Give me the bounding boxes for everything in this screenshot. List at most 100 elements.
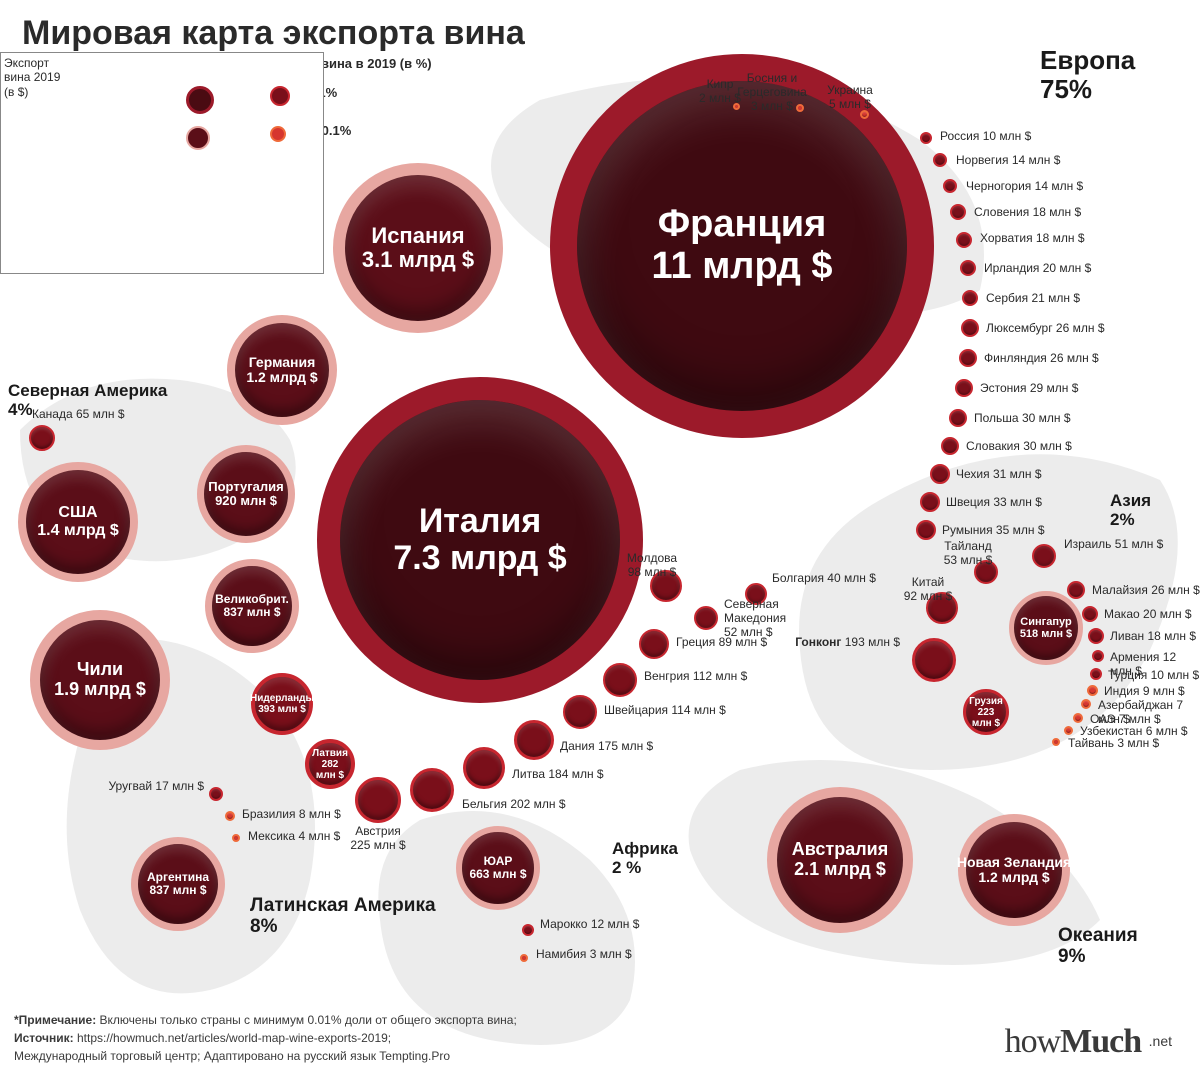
bubble-country-name: Нидерланды (250, 693, 314, 704)
brand-much: Much (1060, 1023, 1141, 1060)
country-bubble (956, 232, 972, 248)
bubble-country-name: Чили (77, 660, 123, 680)
country-bubble (520, 954, 528, 962)
region-pct: 75% (1040, 75, 1135, 104)
bubble-country-value: 1.2 млрд $ (978, 870, 1049, 885)
footer-note: Включены только страны с минимум 0.01% д… (96, 1013, 517, 1027)
country-bubble (355, 777, 401, 823)
bubble-country-name: Австралия (792, 840, 888, 860)
bubble-ext-label: Болгария 40 млн $ (772, 572, 876, 586)
bubble-country-name: Италия (419, 503, 541, 540)
country-bubble: США1.4 млрд $ (18, 462, 138, 582)
country-bubble: Грузия223млн $ (963, 689, 1009, 735)
country-bubble (563, 695, 597, 729)
region-label: Северная Америка4% (8, 382, 167, 419)
bubble-ext-label: Словакия 30 млн $ (966, 440, 1072, 454)
region-pct: 4% (8, 401, 167, 420)
bubble-country-name: Латвия (312, 748, 348, 759)
country-bubble (514, 720, 554, 760)
bubble-ext-label: Тайвань 3 млн $ (1068, 737, 1159, 751)
country-bubble (1064, 726, 1073, 735)
bubble-ext-label: Китай 92 млн $ (878, 576, 978, 604)
footer-source-label: Источник: (14, 1031, 74, 1045)
country-bubble (955, 379, 973, 397)
bubble-ext-label: Тайланд 53 млн $ (918, 540, 1018, 568)
bubble-ext-label: Намибия 3 млн $ (536, 948, 632, 962)
bubble-ext-label: Австрия 225 млн $ (328, 825, 428, 853)
bubble-country-name: Португалия (208, 480, 283, 494)
country-bubble (930, 464, 950, 484)
country-bubble (232, 834, 240, 842)
bubble-ext-label: Люксембург 26 млн $ (986, 322, 1105, 336)
footer-credits: *Примечание: Включены только страны с ми… (14, 1011, 517, 1065)
bubble-country-value: 3.1 млрд $ (362, 248, 474, 272)
country-bubble: Италия7.3 млрд $ (317, 377, 643, 703)
country-bubble: Португалия920 млн $ (197, 445, 295, 543)
bubble-ext-label: Хорватия 18 млн $ (980, 232, 1085, 246)
region-name: Северная Америка (8, 382, 167, 401)
bubble-country-value: 1.2 млрд $ (246, 370, 317, 385)
region-name: Океания (1058, 926, 1138, 947)
bubble-country-value: 1.9 млрд $ (54, 680, 146, 700)
bubble-ext-label: Турция 10 млн $ (1108, 669, 1199, 683)
bubble-ext-label: Эстония 29 млн $ (980, 382, 1078, 396)
country-bubble (225, 811, 235, 821)
country-bubble (29, 425, 55, 451)
bubble-ext-label: Финляндия 26 млн $ (984, 352, 1099, 366)
bubble-country-name: США (58, 504, 97, 522)
bubble-ext-label: Макао 20 млн $ (1104, 608, 1192, 622)
country-bubble: Сингапур518 млн $ (1009, 591, 1083, 665)
country-bubble: ЮАР663 млн $ (456, 826, 540, 910)
region-name: Европа (1040, 46, 1135, 75)
country-bubble (639, 629, 669, 659)
bubble-ext-label: Словения 18 млн $ (974, 206, 1081, 220)
bubble-ext-label: Швеция 33 млн $ (946, 496, 1042, 510)
bubble-country-value: 920 млн $ (215, 494, 277, 508)
country-bubble (933, 153, 947, 167)
brand-net: .net (1149, 1033, 1172, 1049)
country-bubble (1081, 699, 1091, 709)
region-label: Азия2% (1110, 492, 1151, 529)
region-name: Азия (1110, 492, 1151, 511)
country-bubble (959, 349, 977, 367)
chart-title: Мировая карта экспорта вина (22, 14, 525, 53)
country-bubble (694, 606, 718, 630)
bubble-ext-label: Марокко 12 млн $ (540, 918, 639, 932)
country-bubble (1032, 544, 1056, 568)
bubble-ext-label: Кипр 2 млн $ (670, 78, 770, 106)
bubble-country-name: Германия (249, 355, 316, 370)
country-bubble (1073, 713, 1083, 723)
bubble-ext-label: Венгрия 112 млн $ (644, 670, 747, 684)
region-pct: 2% (1110, 511, 1151, 530)
bubble-ext-label: Гонконг 193 млн $ (795, 636, 900, 650)
bubble-ext-label: Бельгия 202 млн $ (462, 798, 566, 812)
footer-source: https://howmuch.net/articles/world-map-w… (74, 1031, 391, 1045)
bubble-ext-label: Ирландия 20 млн $ (984, 262, 1091, 276)
bubble-country-value: 837 млн $ (149, 884, 206, 897)
region-label: Африка2 % (612, 840, 678, 877)
bubble-ext-label: Уругвай 17 млн $ (108, 780, 204, 794)
bubble-ext-label: Сербия 21 млн $ (986, 292, 1080, 306)
country-bubble (920, 492, 940, 512)
country-bubble (1082, 606, 1098, 622)
country-bubble: Австралия2.1 млрд $ (767, 787, 913, 933)
bubble-ext-label: Мексика 4 млн $ (248, 830, 340, 844)
bubble-country-value2: млн $ (972, 718, 1000, 729)
bubble-ext-label: Россия 10 млн $ (940, 130, 1031, 144)
bubble-ext-label: Чехия 31 млн $ (956, 468, 1042, 482)
country-bubble (961, 319, 979, 337)
legend-share-dot (270, 126, 286, 142)
country-bubble (1088, 628, 1104, 644)
country-bubble (1092, 650, 1104, 662)
brand-logo: howMuch .net (1005, 1023, 1172, 1061)
country-bubble (1087, 685, 1098, 696)
bubble-ext-label: Дания 175 млн $ (560, 740, 653, 754)
bubble-country-value: 1.4 млрд $ (37, 522, 119, 540)
country-bubble (941, 437, 959, 455)
region-name: Латинская Америка (250, 896, 436, 917)
bubble-country-value: 518 млн $ (1020, 628, 1072, 640)
country-bubble (522, 924, 534, 936)
bubble-ext-label: Бразилия 8 млн $ (242, 808, 341, 822)
country-bubble (920, 132, 932, 144)
bubble-ext-label: Норвегия 14 млн $ (956, 154, 1060, 168)
